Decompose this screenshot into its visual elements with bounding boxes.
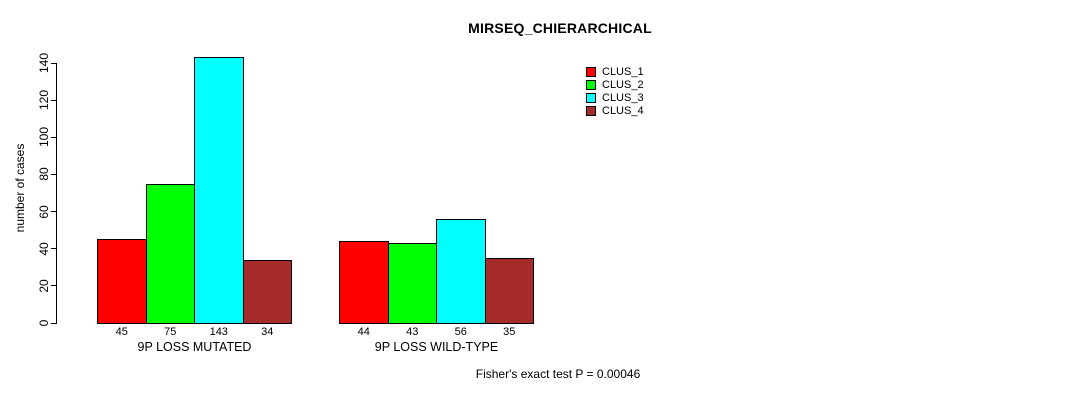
legend-swatch-icon	[586, 67, 596, 78]
bar-value-label: 35	[503, 326, 516, 338]
y-axis-label: number of cases	[13, 143, 27, 233]
chart-title: MIRSEQ_CHIERARCHICAL	[468, 20, 652, 36]
y-axis-line	[56, 63, 57, 323]
y-axis-tick-label: 100	[37, 127, 51, 148]
y-axis-tick	[51, 99, 57, 101]
bar-value-label: 45	[115, 326, 128, 338]
bar-value-label: 44	[357, 326, 370, 338]
legend-item-clus_4: CLUS_4	[586, 104, 644, 117]
legend-label: CLUS_2	[602, 79, 644, 92]
y-axis-tick-label: 140	[37, 52, 51, 74]
y-axis-tick-label: 20	[37, 279, 51, 293]
legend-item-clus_3: CLUS_3	[586, 92, 644, 105]
bar-value-label: 143	[209, 326, 228, 338]
category-label: 9P LOSS MUTATED	[137, 340, 252, 354]
y-axis-tick	[51, 322, 57, 324]
bar-clus_4-1	[242, 259, 292, 324]
bar-value-label: 75	[164, 326, 177, 338]
y-axis-tick-label: 40	[37, 242, 51, 256]
legend: CLUS_1 CLUS_2 CLUS_3 CLUS_4	[586, 66, 644, 117]
y-axis-tick-label: 0	[37, 319, 51, 327]
bar-clus_4-2	[484, 258, 534, 324]
bar-clus_3-1	[194, 57, 244, 324]
y-axis-tick	[51, 136, 57, 138]
bar-clus_1-2	[339, 241, 389, 324]
legend-swatch-icon	[586, 80, 596, 91]
y-axis-tick	[51, 173, 57, 175]
legend-item-clus_2: CLUS_2	[586, 79, 644, 92]
legend-item-clus_1: CLUS_1	[586, 66, 644, 79]
y-axis-tick-label: 60	[37, 204, 51, 219]
y-axis-tick	[51, 248, 57, 250]
y-axis-tick-label: 120	[37, 90, 51, 111]
y-axis-tick	[51, 62, 57, 64]
legend-label: CLUS_3	[602, 91, 644, 104]
annotation-text: Fisher's exact test P = 0.00046	[475, 367, 641, 381]
bar-value-label: 56	[454, 326, 467, 338]
y-axis-tick	[51, 211, 57, 213]
bar-clus_1-1	[97, 239, 147, 324]
y-axis-tick-label: 80	[37, 167, 51, 182]
legend-swatch-icon	[586, 92, 596, 103]
legend-label: CLUS_1	[602, 66, 644, 79]
bar-clus_2-1	[145, 183, 195, 324]
category-label: 9P LOSS WILD-TYPE	[374, 340, 499, 354]
bar-clus_2-2	[387, 243, 437, 324]
bar-clus_3-2	[436, 219, 486, 324]
legend-swatch-icon	[586, 105, 596, 116]
bar-value-label: 34	[261, 326, 274, 338]
y-axis-tick	[51, 285, 57, 287]
legend-label: CLUS_4	[602, 104, 644, 117]
bar-value-label: 43	[406, 326, 419, 338]
